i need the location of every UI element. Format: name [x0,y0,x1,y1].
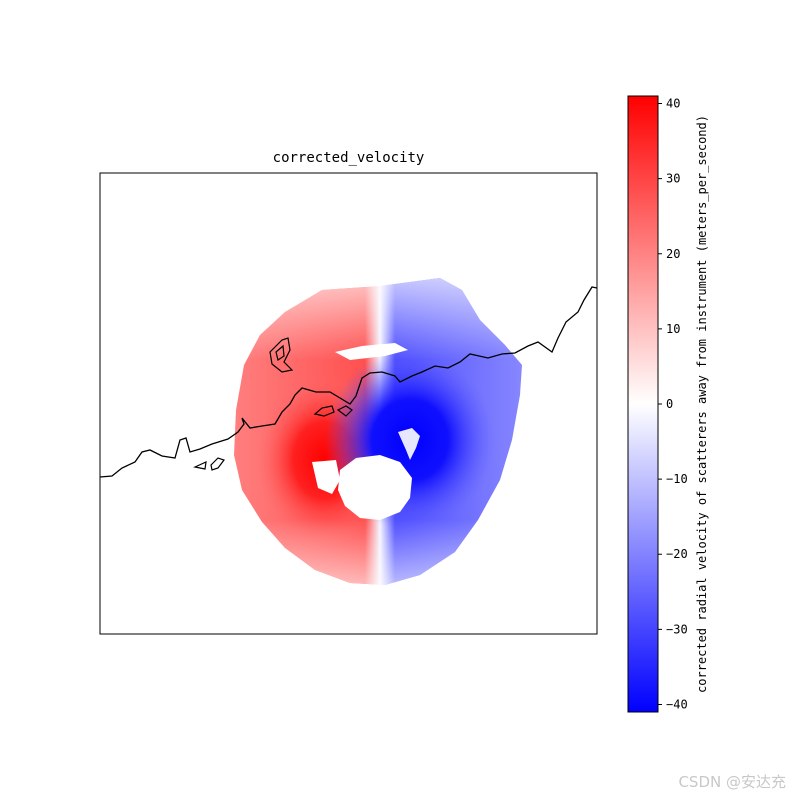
colorbar-tick-label: −30 [666,622,688,636]
island [210,457,225,471]
colorbar-ticks: 40 30 20 10 0 −10 −20 −30 −40 [658,97,688,711]
colorbar-label: corrected radial velocity of scatterers … [695,115,709,693]
island [313,405,335,417]
watermark: CSDN @安达充 [678,773,786,791]
chart-title: corrected_velocity [272,150,425,166]
colorbar-tick-label: −20 [666,547,688,561]
colorbar-tick-label: 20 [666,247,680,261]
colorbar-tick-label: 0 [666,397,673,411]
axes-frame [99,172,598,635]
island [269,337,294,373]
colorbar-tick-label: −10 [666,472,688,486]
colorbar-gradient [627,95,659,713]
radar-center-gap [338,455,412,520]
island [336,405,353,417]
radar-field [234,278,522,585]
island [193,461,207,470]
colorbar-tick-label: 30 [666,172,680,186]
colorbar-tick-label: −40 [666,697,688,711]
colorbar-tick-label: 40 [666,97,680,111]
island [275,344,285,361]
colorbar: 40 30 20 10 0 −10 −20 −30 −40 corrected radial v… [627,95,709,713]
coastline [100,286,597,478]
colorbar-tick-label: 10 [666,322,680,336]
